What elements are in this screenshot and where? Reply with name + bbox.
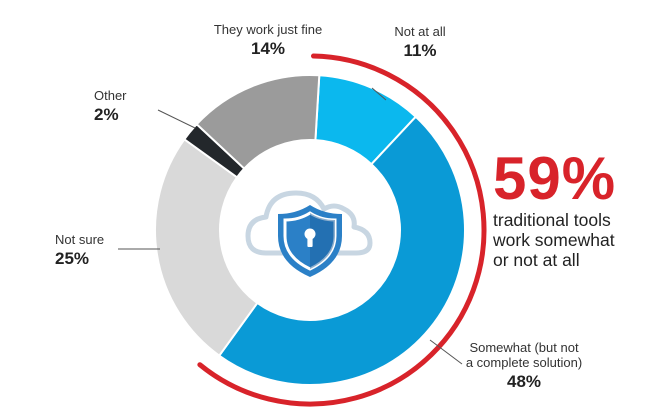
- callout-line-1: traditional tools: [493, 210, 611, 230]
- slice-somewhat-but-not-a-complete-solution: [217, 115, 466, 386]
- label-other: Other: [94, 88, 127, 103]
- slice-not-sure: [154, 137, 259, 358]
- value-other: 2%: [94, 105, 119, 124]
- cloud-shield-lock-icon: [245, 190, 373, 277]
- value-not-sure: 25%: [55, 249, 89, 268]
- highlight-arc-group: [197, 53, 487, 407]
- leader-line-other: [157, 109, 196, 129]
- callout-value: 59%: [493, 145, 617, 212]
- slice-they-work-just-fine: [195, 74, 321, 170]
- callout-line-2: work somewhat: [493, 230, 615, 250]
- label-somewhat-but-not-a-complete-solution-1: Somewhat (but not: [469, 340, 579, 355]
- leader-lines: [118, 87, 463, 365]
- highlight-arc: [197, 53, 487, 407]
- value-they-work-just-fine: 14%: [251, 39, 285, 58]
- callout: 59% traditional tools work somewhat or n…: [493, 145, 668, 271]
- leader-line-somewhat-but-not-a-complete-solution: [429, 339, 463, 365]
- value-not-at-all: 11%: [403, 41, 436, 60]
- label-not-sure: Not sure: [55, 232, 104, 247]
- value-somewhat-but-not-a-complete-solution: 48%: [507, 372, 541, 391]
- callout-line-3: or not at all: [493, 250, 580, 270]
- leader-line-not-at-all: [371, 87, 387, 101]
- label-they-work-just-fine: They work just fine: [214, 22, 322, 37]
- label-somewhat-but-not-a-complete-solution-2: a complete solution): [466, 355, 582, 370]
- label-not-at-all: Not at all: [394, 24, 445, 39]
- donut-slices: [154, 74, 466, 386]
